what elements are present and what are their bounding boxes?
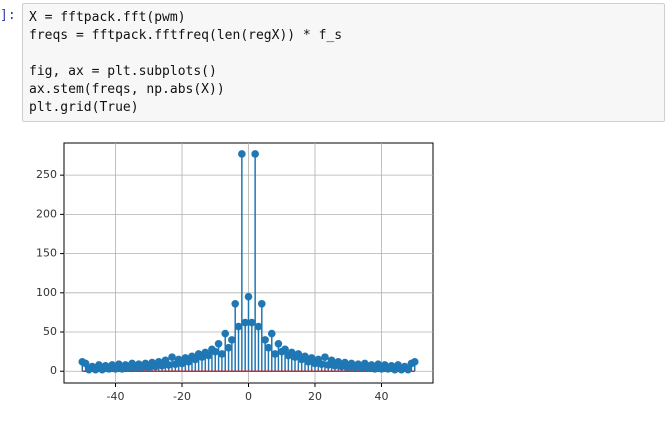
y-tick-label: 0 <box>50 364 57 377</box>
y-tick-label: 150 <box>36 247 57 260</box>
code-line: freqs = fftpack.fftfreq(len(regX)) * f_s <box>29 28 343 43</box>
x-tick-label: 40 <box>374 390 388 403</box>
x-tick-label: 0 <box>245 390 252 403</box>
stem-marker <box>410 358 419 366</box>
stem-marker <box>241 318 249 327</box>
stem-marker <box>191 355 200 364</box>
stem-marker <box>81 359 90 368</box>
code-line: fig, ax = plt.subplots() <box>29 64 217 79</box>
stem-marker <box>257 299 266 308</box>
stem-marker <box>238 150 246 158</box>
x-tick-label: 20 <box>308 390 322 403</box>
stem-marker <box>264 343 273 352</box>
code-line: ax.stem(freqs, np.abs(X)) <box>29 82 225 97</box>
stem-marker <box>164 361 173 369</box>
stem-marker <box>218 350 226 358</box>
stem-marker <box>294 350 303 358</box>
stem-marker <box>244 292 253 301</box>
stem-marker <box>267 329 276 338</box>
stem-marker <box>211 347 220 356</box>
stem-marker <box>234 322 243 331</box>
stem-marker <box>281 345 289 354</box>
stem-marker <box>184 358 193 366</box>
stem-marker <box>327 356 336 365</box>
code-line: X = fftpack.fft(pwm) <box>29 10 186 25</box>
stem-marker <box>178 359 186 368</box>
stem-marker <box>254 322 263 331</box>
stem-marker <box>404 365 412 374</box>
y-tick-label: 50 <box>43 325 57 338</box>
stem-marker <box>204 351 213 360</box>
stem-marker <box>231 299 240 308</box>
y-tick-label: 100 <box>36 286 57 299</box>
code-cell[interactable]: X = fftpack.fft(pwm) freqs = fftpack.fftf… <box>22 3 665 122</box>
stem-marker <box>158 361 166 370</box>
code-block: X = fftpack.fft(pwm) freqs = fftpack.fftf… <box>29 9 658 45</box>
stem-marker <box>317 360 326 368</box>
code-block: fig, ax = plt.subplots() ax.stem(freqs, n… <box>29 63 658 117</box>
stem-marker <box>274 339 283 348</box>
stem-marker <box>271 350 279 358</box>
stem-marker <box>301 352 309 361</box>
stem-marker <box>307 354 316 362</box>
code-line: plt.grid(True) <box>29 100 139 115</box>
stem-marker <box>168 353 176 361</box>
cell-prompt: ]: <box>0 8 16 23</box>
x-tick-label: -40 <box>107 390 125 403</box>
stem-marker <box>248 318 256 327</box>
stem-marker <box>228 336 236 344</box>
stem-marker <box>251 150 259 158</box>
x-tick-label: -20 <box>173 390 191 403</box>
stem-marker <box>214 339 223 348</box>
stem-marker <box>224 343 233 352</box>
stem-marker <box>221 329 230 338</box>
y-tick-label: 250 <box>36 168 57 181</box>
y-tick-label: 200 <box>36 207 57 220</box>
stem-marker <box>321 353 329 361</box>
stem-marker <box>261 336 269 344</box>
